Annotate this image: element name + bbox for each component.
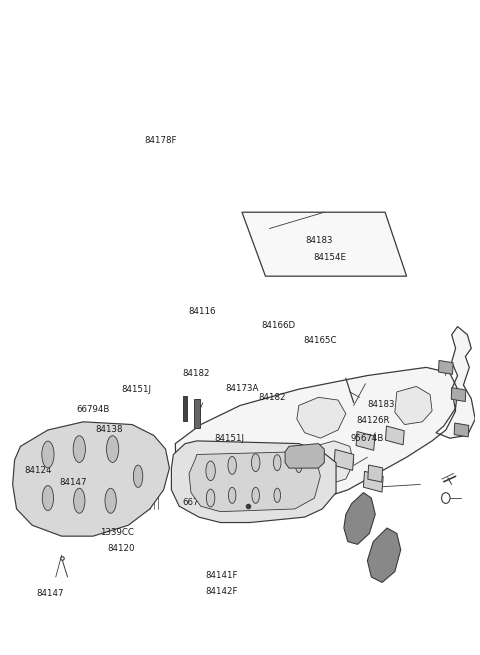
Polygon shape — [183, 396, 187, 421]
Text: 84173A: 84173A — [217, 460, 251, 469]
Text: 84182: 84182 — [182, 369, 210, 379]
Ellipse shape — [42, 441, 54, 468]
Ellipse shape — [73, 488, 85, 514]
Polygon shape — [334, 449, 354, 470]
Text: 84138: 84138 — [95, 424, 122, 434]
Text: 84141F: 84141F — [205, 571, 238, 580]
Polygon shape — [451, 388, 466, 402]
Ellipse shape — [274, 455, 281, 471]
Ellipse shape — [274, 488, 280, 502]
Text: 84124: 84124 — [24, 466, 52, 475]
Ellipse shape — [42, 485, 54, 510]
Polygon shape — [363, 472, 383, 492]
Text: 84183: 84183 — [306, 236, 333, 244]
Polygon shape — [368, 465, 383, 482]
Ellipse shape — [206, 461, 216, 481]
Polygon shape — [356, 432, 375, 450]
Polygon shape — [385, 426, 404, 445]
Text: 84147: 84147 — [37, 589, 64, 597]
Text: 66794B: 66794B — [76, 405, 109, 414]
Ellipse shape — [296, 458, 302, 472]
Text: 84126R: 84126R — [357, 416, 390, 424]
Polygon shape — [285, 443, 324, 468]
Text: 84142F: 84142F — [205, 587, 238, 596]
Text: 84154E: 84154E — [313, 253, 346, 263]
Ellipse shape — [107, 436, 119, 462]
Ellipse shape — [206, 489, 215, 507]
Polygon shape — [367, 528, 401, 582]
Ellipse shape — [105, 488, 116, 514]
Polygon shape — [309, 441, 354, 485]
Text: 84183: 84183 — [367, 400, 395, 409]
Text: 66794A: 66794A — [182, 498, 216, 507]
Text: 84151J: 84151J — [121, 385, 152, 394]
Polygon shape — [189, 452, 320, 512]
Ellipse shape — [133, 465, 143, 487]
Polygon shape — [175, 327, 475, 512]
Polygon shape — [454, 423, 469, 437]
Ellipse shape — [228, 457, 236, 474]
Ellipse shape — [228, 487, 236, 503]
Ellipse shape — [442, 493, 450, 504]
Text: 84116: 84116 — [188, 307, 216, 316]
Polygon shape — [171, 441, 336, 523]
Text: 84182: 84182 — [259, 392, 286, 402]
Polygon shape — [439, 360, 453, 374]
Polygon shape — [295, 449, 310, 466]
Ellipse shape — [252, 454, 260, 472]
Polygon shape — [194, 400, 200, 428]
Polygon shape — [297, 398, 346, 438]
Text: 1339CC: 1339CC — [100, 528, 134, 537]
Text: 84120: 84120 — [108, 544, 135, 553]
Text: 84147: 84147 — [59, 478, 86, 487]
Text: 84173A: 84173A — [225, 384, 258, 392]
Polygon shape — [395, 386, 432, 424]
Polygon shape — [242, 212, 407, 276]
Text: 84166D: 84166D — [261, 321, 295, 330]
Ellipse shape — [252, 487, 260, 503]
Ellipse shape — [73, 436, 85, 462]
Polygon shape — [344, 493, 375, 544]
Text: 84178F: 84178F — [144, 136, 177, 145]
Text: 84165C: 84165C — [303, 337, 337, 345]
Polygon shape — [12, 422, 169, 536]
Text: 95674B: 95674B — [350, 434, 384, 443]
Text: 84151J: 84151J — [215, 434, 245, 443]
